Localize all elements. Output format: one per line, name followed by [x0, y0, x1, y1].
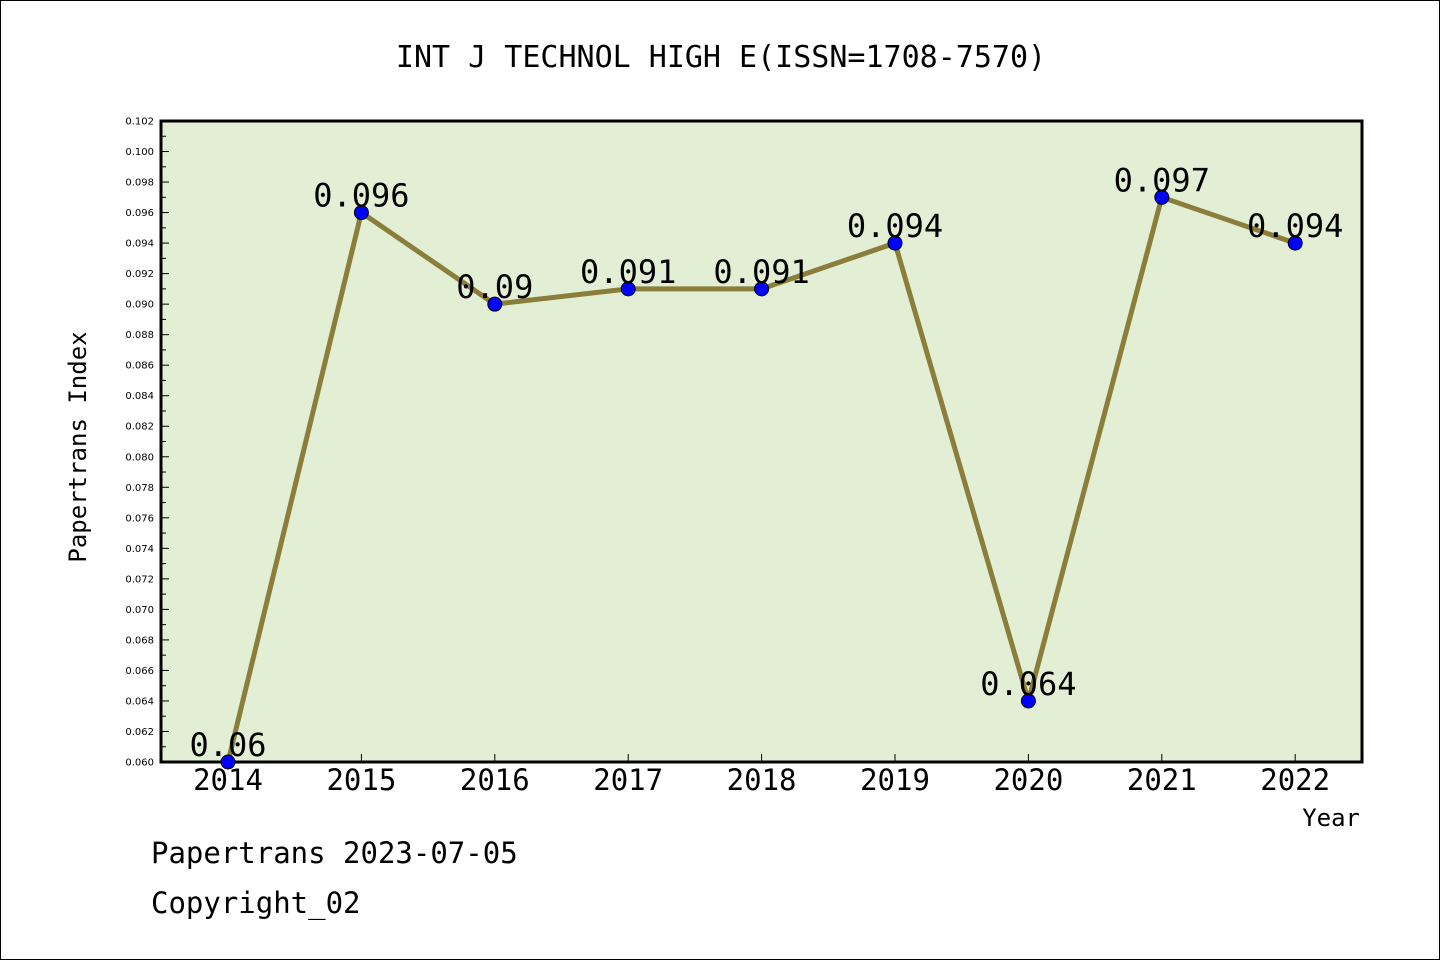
y-tick-label: 0.062	[125, 727, 154, 738]
data-point	[1020, 693, 1036, 709]
y-tick-label: 0.076	[125, 513, 154, 524]
x-tick-label: 2015	[326, 763, 396, 797]
data-label: 0.094	[1247, 207, 1343, 245]
plot-area	[159, 119, 1364, 764]
y-tick-label: 0.088	[125, 330, 154, 341]
y-tick-label: 0.094	[125, 239, 154, 250]
x-tick-label: 2022	[1260, 763, 1330, 797]
data-label: 0.09	[456, 268, 533, 306]
y-tick-label: 0.078	[125, 483, 154, 494]
footer-copyright-text: Copyright_02	[151, 886, 361, 920]
y-tick-label: 0.086	[125, 361, 154, 372]
x-tick-label: 2019	[860, 763, 930, 797]
series-layer: 0.06 0.096 0.09 0.091 0.091 0.094 0.064 0.097 0.…	[189, 161, 1343, 770]
y-tick-label: 0.070	[125, 605, 154, 616]
data-label: 0.064	[980, 665, 1076, 703]
footer-date-text: Papertrans 2023-07-05	[151, 836, 518, 870]
y-tick-label: 0.072	[125, 574, 154, 585]
y-tick-label: 0.092	[125, 269, 154, 280]
data-label: 0.097	[1114, 161, 1210, 199]
y-tick-label: 0.096	[125, 208, 154, 219]
y-tick-label: 0.084	[125, 391, 154, 402]
data-point	[754, 281, 770, 297]
data-label: 0.094	[847, 207, 943, 245]
data-point	[220, 754, 236, 770]
data-point	[1154, 189, 1170, 205]
x-tick-label: 2020	[993, 763, 1063, 797]
data-point	[620, 281, 636, 297]
y-tick-label: 0.100	[125, 147, 154, 158]
y-tick-label: 0.090	[125, 300, 154, 311]
data-label: 0.091	[580, 253, 676, 291]
y-axis-title: Papertrans Index	[64, 331, 92, 562]
y-tick-label: 0.066	[125, 666, 154, 677]
y-tick-label: 0.060	[125, 758, 154, 769]
y-tick-label: 0.068	[125, 635, 154, 646]
y-tick-label: 0.098	[125, 178, 154, 189]
x-axis-title: Year	[1302, 804, 1360, 832]
data-point	[887, 235, 903, 251]
y-tick-label: 0.064	[125, 696, 154, 707]
y-tick-label: 0.080	[125, 452, 154, 463]
data-point	[353, 205, 369, 221]
x-axis-ticks: 2014 2015 2016 2017 2018 2019 2020 2021 2022	[193, 754, 1330, 797]
y-tick-label: 0.074	[125, 544, 154, 555]
chart-title: INT J TECHNOL HIGH E(ISSN=1708-7570)	[396, 40, 1046, 75]
data-label: 0.06	[189, 726, 266, 764]
x-tick-label: 2016	[460, 763, 530, 797]
x-tick-label: 2017	[593, 763, 663, 797]
data-label: 0.096	[313, 177, 409, 215]
data-label: 0.091	[713, 253, 809, 291]
y-tick-label: 0.102	[125, 117, 154, 128]
data-point	[1287, 235, 1303, 251]
x-tick-label: 2018	[727, 763, 797, 797]
y-axis-ticks: 0.060 0.062 0.064 0.066 0.068 0.070 0.072 0.074…	[125, 117, 169, 769]
y-tick-label: 0.082	[125, 422, 154, 433]
x-tick-label: 2021	[1127, 763, 1197, 797]
data-point	[487, 296, 503, 312]
